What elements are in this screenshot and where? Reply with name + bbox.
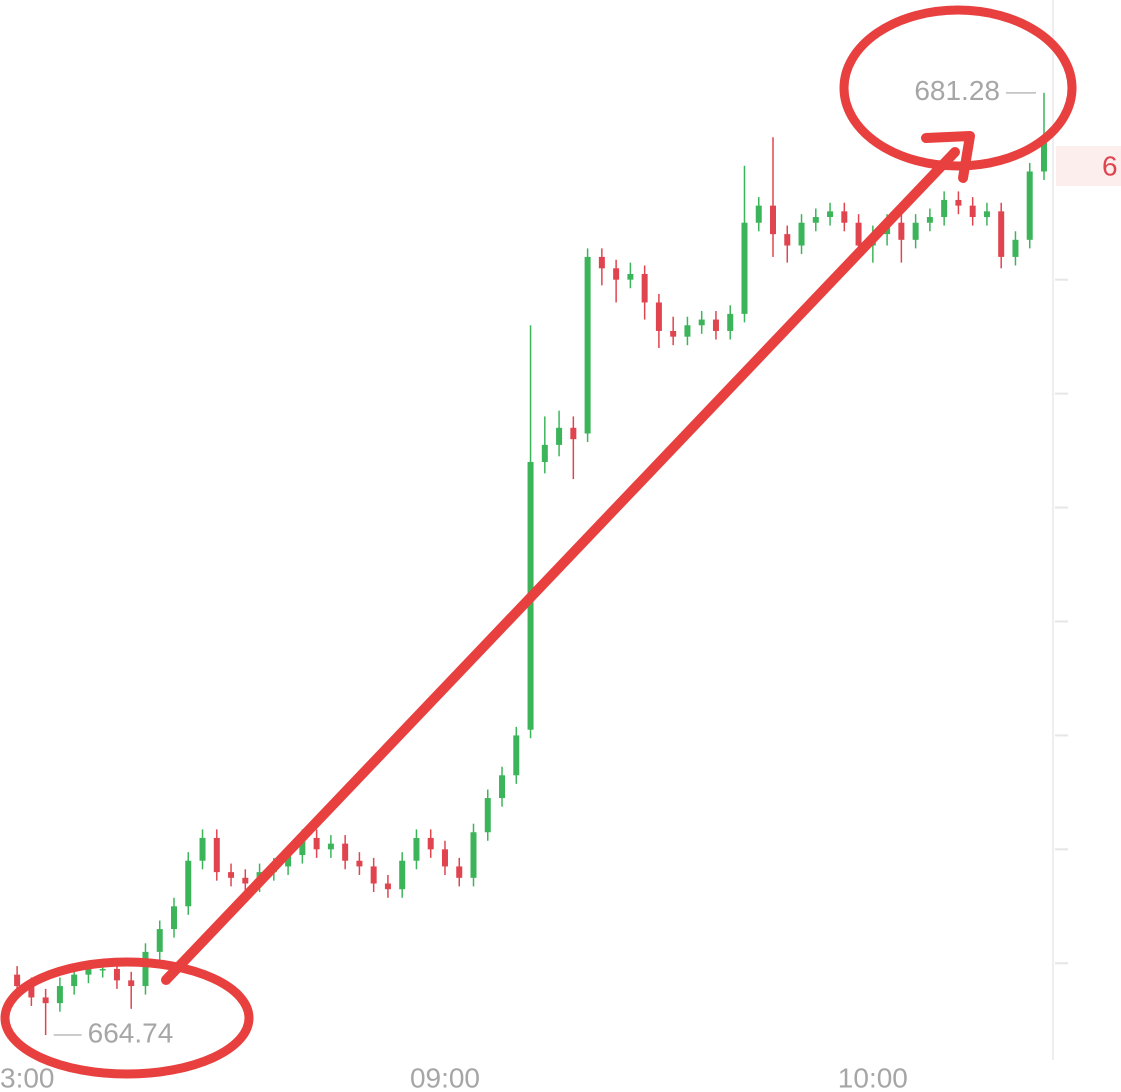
candle-body — [56, 986, 63, 1004]
candle-body — [399, 860, 406, 890]
candle-body — [413, 837, 420, 861]
candle-body — [228, 872, 235, 878]
candle-body — [1026, 171, 1033, 240]
candle-body — [998, 211, 1005, 257]
candle-body — [841, 211, 848, 223]
candle-body — [898, 222, 905, 240]
candle-body — [28, 986, 35, 998]
candle-body — [128, 980, 135, 987]
candle-body — [855, 222, 862, 246]
price-tag-bg — [1056, 146, 1121, 186]
candle-body — [313, 837, 320, 850]
candle-body — [470, 832, 477, 878]
candle-body — [156, 929, 163, 952]
candle-body — [14, 974, 21, 987]
candle-body — [584, 256, 591, 434]
x-tick-label: 3:00 — [0, 1062, 55, 1092]
candle-body — [784, 234, 791, 246]
candle-body — [484, 798, 491, 833]
high-label: 681.28 — [914, 75, 1000, 106]
candle-body — [456, 866, 463, 878]
candle-body — [1012, 239, 1019, 257]
candle-body — [770, 205, 777, 235]
candle-body — [170, 906, 177, 930]
candle-body — [655, 302, 662, 331]
candle-body — [727, 313, 734, 331]
candle-body — [85, 968, 92, 975]
arrow-head — [921, 131, 975, 183]
candle-body — [370, 866, 377, 884]
highlight-circle — [839, 5, 1077, 171]
candle-body — [827, 211, 834, 218]
plot: 3:00 09:00 10:00 681.28 664.74 — [0, 75, 1068, 1092]
candle-body — [513, 735, 520, 776]
candle-body — [684, 325, 691, 337]
candle-body — [541, 444, 548, 462]
candle-body — [441, 849, 448, 867]
candle-body — [242, 877, 249, 884]
candle-body — [342, 843, 349, 861]
candle-body — [570, 427, 577, 440]
candle-body — [641, 273, 648, 303]
candle-body — [356, 860, 363, 867]
candle-body — [983, 211, 990, 218]
candle-body — [299, 837, 306, 856]
x-tick-label: 09:00 — [410, 1062, 480, 1092]
candle-body — [926, 217, 933, 223]
candle-body — [698, 319, 705, 326]
annotation — [0, 5, 1077, 1079]
candle-body — [42, 997, 49, 1004]
candle-body — [99, 968, 106, 971]
candle-body — [285, 855, 292, 867]
candle-body — [912, 222, 919, 240]
candle-body — [798, 222, 805, 246]
x-tick-label: 10:00 — [838, 1062, 908, 1092]
candle-body — [113, 968, 120, 981]
candle-body — [755, 205, 762, 223]
candle-body — [499, 775, 506, 799]
candle-body — [598, 256, 605, 269]
candle-body — [327, 843, 334, 850]
candle-body — [185, 860, 192, 907]
low-label: 664.74 — [88, 1017, 174, 1048]
candle-body — [142, 951, 149, 987]
candle-body — [670, 330, 677, 337]
candle-body — [627, 273, 634, 280]
candle-body — [213, 837, 220, 873]
candle-body — [969, 205, 976, 218]
candle-body — [941, 199, 948, 218]
candle-body — [71, 974, 78, 987]
candle-body — [955, 199, 962, 206]
price-tag: 6 — [1102, 150, 1118, 181]
highlight-circle — [0, 957, 254, 1079]
arrow-line — [161, 147, 960, 985]
candle-body — [1040, 142, 1047, 172]
candle-body — [712, 319, 719, 331]
candle-body — [613, 268, 620, 280]
candle-body — [812, 217, 819, 223]
candle-body — [556, 427, 563, 445]
candle-body — [199, 837, 206, 861]
candle-body — [384, 883, 391, 890]
candle-body — [427, 837, 434, 850]
candle-body — [741, 222, 748, 314]
